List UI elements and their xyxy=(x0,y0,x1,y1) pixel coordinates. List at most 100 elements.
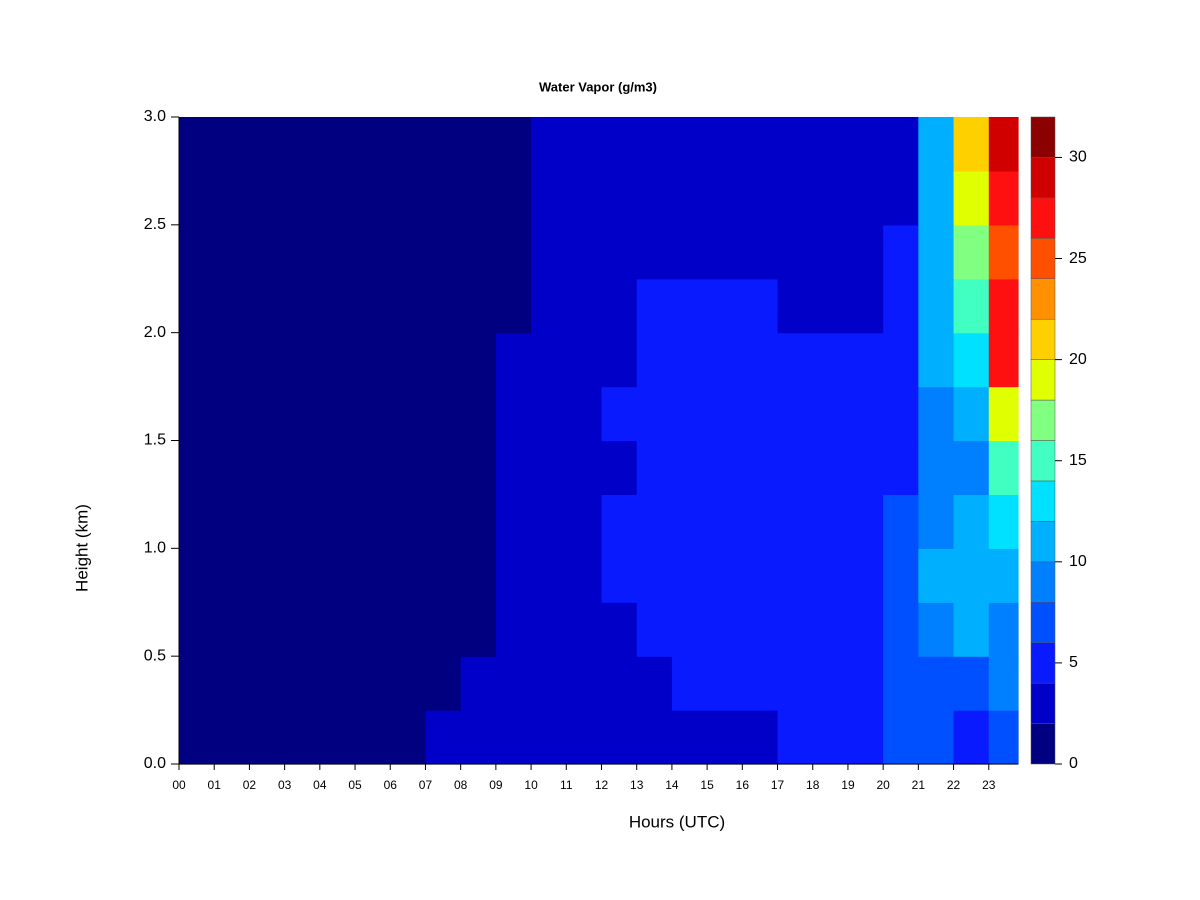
heatmap-cell xyxy=(425,386,462,442)
heatmap-cell xyxy=(425,494,462,549)
heatmap-cell xyxy=(953,332,990,388)
colorbar-segment xyxy=(1030,682,1056,724)
heatmap-cell xyxy=(284,656,321,711)
heatmap-cell xyxy=(671,602,708,657)
heatmap-cell xyxy=(812,494,849,549)
heatmap-cell xyxy=(390,440,427,496)
heatmap-cell xyxy=(284,278,321,334)
heatmap-cell xyxy=(355,386,391,442)
heatmap-cell xyxy=(742,386,779,442)
heatmap-cell xyxy=(179,548,215,603)
heatmap-cell xyxy=(355,117,391,172)
x-tick-label: 17 xyxy=(771,778,785,792)
heatmap-cell xyxy=(636,332,673,388)
heatmap-cell xyxy=(953,386,990,442)
heatmap-cell xyxy=(531,117,567,172)
heatmap-cell xyxy=(883,278,919,334)
heatmap-cell xyxy=(284,602,321,657)
heatmap-cell xyxy=(601,332,638,388)
colorbar-segment xyxy=(1030,399,1056,441)
heatmap-cell xyxy=(777,656,814,711)
heatmap-cell xyxy=(319,332,356,388)
x-tick-label: 15 xyxy=(700,778,714,792)
heatmap-cell xyxy=(671,494,708,549)
x-tick-label: 23 xyxy=(982,778,996,792)
heatmap-cell xyxy=(671,710,708,765)
heatmap-cell xyxy=(953,440,990,496)
heatmap-cell xyxy=(460,117,497,172)
heatmap-cell xyxy=(671,278,708,334)
heatmap-cell xyxy=(883,602,919,657)
x-tick-label: 08 xyxy=(454,778,468,792)
heatmap-cell xyxy=(390,710,427,765)
heatmap-cell xyxy=(319,656,356,711)
heatmap-cell xyxy=(319,224,356,280)
x-tick-label: 21 xyxy=(912,778,926,792)
heatmap-cell xyxy=(847,117,884,172)
heatmap-cell xyxy=(777,278,814,334)
heatmap-cell xyxy=(249,170,286,226)
x-tick-label: 11 xyxy=(560,778,573,792)
chart-title: Water Vapor (g/m3) xyxy=(539,79,657,94)
colorbar-segment xyxy=(1030,602,1056,643)
colorbar-segment xyxy=(1030,521,1056,563)
heatmap-cell xyxy=(636,494,673,549)
heatmap-cell xyxy=(390,170,427,226)
heatmap-cell xyxy=(319,117,356,172)
heatmap-cell xyxy=(636,548,673,603)
heatmap-cell xyxy=(531,710,567,765)
heatmap-cell xyxy=(812,278,849,334)
x-tick-label: 02 xyxy=(243,778,257,792)
heatmap-cell xyxy=(918,117,955,172)
heatmap-cell xyxy=(319,386,356,442)
heatmap-cell xyxy=(214,386,251,442)
heatmap-cell xyxy=(636,278,673,334)
heatmap-cell xyxy=(214,224,251,280)
heatmap-cell xyxy=(636,386,673,442)
heatmap-cell xyxy=(531,386,567,442)
heatmap-cell xyxy=(847,494,884,549)
heatmap-cell xyxy=(883,332,919,388)
colorbar-segment xyxy=(1030,278,1056,320)
heatmap-cell xyxy=(742,117,779,172)
heatmap-cell xyxy=(777,170,814,226)
x-tick-label: 16 xyxy=(736,778,750,792)
heatmap-cell xyxy=(566,278,603,334)
heatmap-cell xyxy=(390,224,427,280)
heatmap-cell xyxy=(284,332,321,388)
y-tick-label: 1.5 xyxy=(144,432,166,449)
heatmap-cell xyxy=(284,386,321,442)
colorbar-tick-label: 30 xyxy=(1069,149,1087,166)
heatmap-cell xyxy=(601,602,638,657)
colorbar-segment xyxy=(1030,561,1056,603)
heatmap-cell xyxy=(988,278,1019,334)
heatmap-cell xyxy=(883,656,919,711)
heatmap-cell xyxy=(425,224,462,280)
heatmap-cell xyxy=(566,386,603,442)
heatmap-cell xyxy=(390,278,427,334)
heatmap-cell xyxy=(812,224,849,280)
heatmap-cell xyxy=(460,278,497,334)
heatmap-cell xyxy=(566,710,603,765)
heatmap-cell xyxy=(918,710,955,765)
heatmap-cell xyxy=(214,440,251,496)
x-tick-label: 07 xyxy=(419,778,433,792)
heatmap-cell xyxy=(636,440,673,496)
y-tick-label: 2.5 xyxy=(144,216,166,233)
heatmap-cell xyxy=(671,656,708,711)
heatmap-cell xyxy=(883,117,919,172)
heatmap-cell xyxy=(425,117,462,172)
heatmap-cell xyxy=(179,494,215,549)
heatmap-cell xyxy=(636,117,673,172)
heatmap-cell xyxy=(777,332,814,388)
heatmap-cell xyxy=(566,224,603,280)
heatmap-cell xyxy=(179,278,215,334)
heatmap-cell xyxy=(249,440,286,496)
heatmap-cell xyxy=(460,224,497,280)
heatmap-cell xyxy=(179,224,215,280)
x-tick-label: 12 xyxy=(595,778,609,792)
heatmap-cell xyxy=(566,170,603,226)
heatmap-cell xyxy=(214,494,251,549)
heatmap-cell xyxy=(918,170,955,226)
heatmap-cell xyxy=(531,656,567,711)
